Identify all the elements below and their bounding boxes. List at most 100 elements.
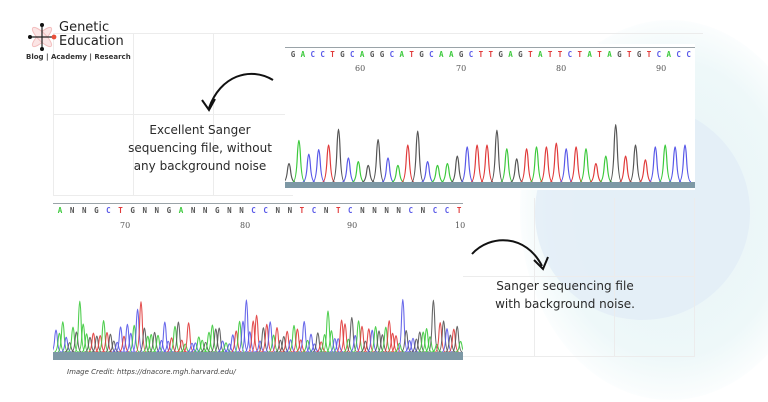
base-call: N xyxy=(190,206,196,215)
clean-caption: Excellent Sanger sequencing file, withou… xyxy=(120,121,280,175)
base-call: C xyxy=(432,206,438,215)
base-call: N xyxy=(239,206,244,215)
base-call: T xyxy=(597,50,602,59)
base-call: T xyxy=(118,206,123,215)
base-call: N xyxy=(227,206,232,215)
base-call: N xyxy=(202,206,208,215)
base-call: C xyxy=(311,206,317,215)
base-call: T xyxy=(335,206,341,215)
base-call: A xyxy=(300,50,306,59)
base-call: C xyxy=(429,50,434,59)
grid-line xyxy=(53,195,293,196)
base-call: N xyxy=(384,206,389,215)
base-call: T xyxy=(478,50,484,59)
base-call: G xyxy=(340,50,345,59)
base-call: T xyxy=(330,50,335,59)
base-call: T xyxy=(557,50,563,59)
curved-arrow-icon xyxy=(201,72,274,112)
base-call: G xyxy=(130,206,135,215)
dna-logo-icon xyxy=(28,23,57,51)
base-call: G xyxy=(215,206,220,215)
base-call: N xyxy=(287,206,293,215)
caption-line: sequencing file, without xyxy=(128,141,272,155)
base-call: C xyxy=(408,206,414,215)
base-call: A xyxy=(359,50,365,59)
base-call: C xyxy=(468,50,474,59)
trace-baseline xyxy=(53,352,463,360)
base-call: T xyxy=(456,206,462,215)
logo-subtitle: Blog | Academy | Research xyxy=(26,53,131,61)
base-call: A xyxy=(537,50,543,59)
base-call: N xyxy=(142,206,147,215)
tick-label: 10 xyxy=(455,221,466,230)
grid-line xyxy=(614,198,615,356)
caption-line: Sanger sequencing file xyxy=(496,279,634,293)
base-call: A xyxy=(57,206,63,215)
tick-label: 90 xyxy=(656,64,667,73)
trace-baseline xyxy=(285,182,695,188)
base-call: N xyxy=(372,206,377,215)
base-call: T xyxy=(488,50,494,59)
base-call: N xyxy=(360,206,365,215)
base-call: G xyxy=(458,50,464,59)
base-call: A xyxy=(508,50,513,59)
base-call: N xyxy=(420,206,426,215)
base-call: G xyxy=(166,206,172,215)
base-call: G xyxy=(94,206,99,215)
base-call: C xyxy=(310,50,315,59)
base-call: C xyxy=(567,50,573,59)
base-call: A xyxy=(178,206,184,215)
logo-title-line1: Genetic xyxy=(59,20,110,35)
grid-line xyxy=(534,198,535,356)
sequence-top-rule xyxy=(53,203,463,204)
base-call: C xyxy=(251,206,256,215)
logo-title-line2: Education xyxy=(59,34,124,49)
base-call: N xyxy=(323,206,329,215)
caption-line: with background noise. xyxy=(495,297,635,311)
logo-title: Genetic Education xyxy=(59,21,124,49)
tick-label: 70 xyxy=(120,221,131,230)
caption-line: any background noise xyxy=(133,159,267,173)
base-call: T xyxy=(547,50,553,59)
sequence-top-rule xyxy=(285,47,695,48)
base-call: C xyxy=(676,50,681,59)
noisy-trace-graph xyxy=(53,298,463,353)
grid-line xyxy=(694,198,695,356)
base-call: N xyxy=(154,206,160,215)
base-call: C xyxy=(686,50,691,59)
base-call: N xyxy=(396,206,401,215)
base-call: G xyxy=(290,50,296,59)
base-call: N xyxy=(69,206,75,215)
base-call: C xyxy=(350,50,355,59)
base-call: T xyxy=(577,50,583,59)
grid-line xyxy=(53,114,293,115)
base-call: C xyxy=(320,50,325,59)
base-call: C xyxy=(263,206,268,215)
image-credit: Image Credit: https://dnacore.mgh.harvar… xyxy=(67,368,236,376)
base-call: C xyxy=(444,206,450,215)
base-call: T xyxy=(646,50,652,59)
base-call: G xyxy=(498,50,503,59)
tick-label: 60 xyxy=(355,64,366,73)
base-call: T xyxy=(626,50,632,59)
tick-label: 80 xyxy=(240,221,251,230)
base-call: T xyxy=(409,50,414,59)
base-call: A xyxy=(448,50,454,59)
base-call: G xyxy=(379,50,385,59)
grid-line xyxy=(53,33,703,34)
base-call: C xyxy=(348,206,353,215)
grid-line xyxy=(460,356,695,357)
caption-line: Excellent Sanger xyxy=(149,123,251,137)
tick-label: 90 xyxy=(347,221,358,230)
base-call: G xyxy=(617,50,622,59)
tick-label: 70 xyxy=(456,64,467,73)
base-call: C xyxy=(656,50,662,59)
base-call: G xyxy=(369,50,375,59)
base-call: N xyxy=(81,206,87,215)
clean-trace-graph xyxy=(285,124,692,183)
base-call: C xyxy=(389,50,395,59)
curved-arrow-icon xyxy=(471,239,549,271)
